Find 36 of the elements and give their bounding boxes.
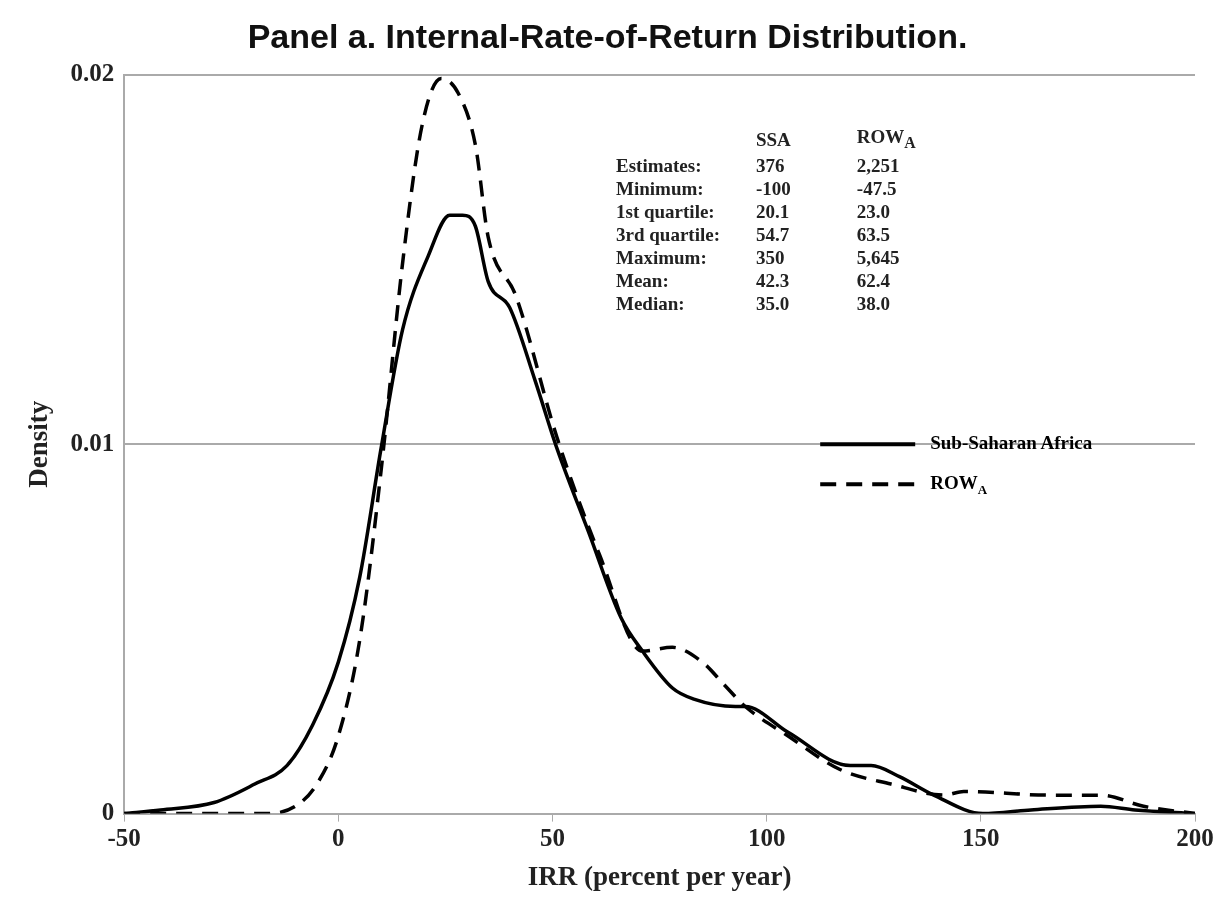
annotation: SSA	[754, 127, 792, 152]
annotation: 54.7	[754, 222, 791, 246]
annotation: 350	[754, 245, 786, 269]
y-tick-label: 0.01	[70, 428, 115, 456]
x-tick-label: 200	[1176, 824, 1214, 852]
chart-title: Panel a. Internal-Rate-of-Return Distribution.	[247, 16, 968, 55]
annotation: ROW$_{A}$	[855, 125, 917, 153]
legend-label: Sub-Saharan Africa	[930, 432, 1093, 454]
annotation: 35.0	[754, 291, 791, 315]
y-tick-label: 0	[101, 798, 115, 826]
annotation: Estimates:	[615, 153, 703, 177]
annotation: Minimum:	[615, 176, 705, 200]
x-tick-label: 0	[332, 824, 345, 852]
annotation: 376	[754, 153, 786, 177]
y-tick-label: 0.02	[70, 59, 115, 87]
annotation: -100	[754, 176, 792, 200]
annotation: 3rd quartile:	[615, 222, 721, 246]
x-tick-label: 100	[747, 824, 786, 852]
annotation: 5,645	[855, 245, 901, 269]
annotation: -47.5	[855, 176, 898, 200]
x-axis-title: IRR (percent per year)	[527, 860, 792, 891]
annotation: Median:	[615, 291, 686, 315]
x-tick-label: 50	[539, 824, 565, 852]
annotation: 2,251	[855, 153, 901, 177]
x-tick-label: -50	[107, 824, 141, 852]
annotation: 42.3	[754, 268, 791, 292]
annotation: 62.4	[855, 268, 892, 292]
annotation: Mean:	[615, 268, 670, 292]
y-axis-title: Density	[23, 400, 54, 488]
annotation: 23.0	[855, 199, 892, 223]
annotation: 38.0	[855, 291, 892, 315]
annotation: Maximum:	[615, 245, 708, 269]
annotation: 1st quartile:	[615, 199, 716, 223]
x-tick-label: 150	[962, 824, 1000, 852]
annotation: 20.1	[754, 199, 791, 223]
annotation: 63.5	[855, 222, 892, 246]
